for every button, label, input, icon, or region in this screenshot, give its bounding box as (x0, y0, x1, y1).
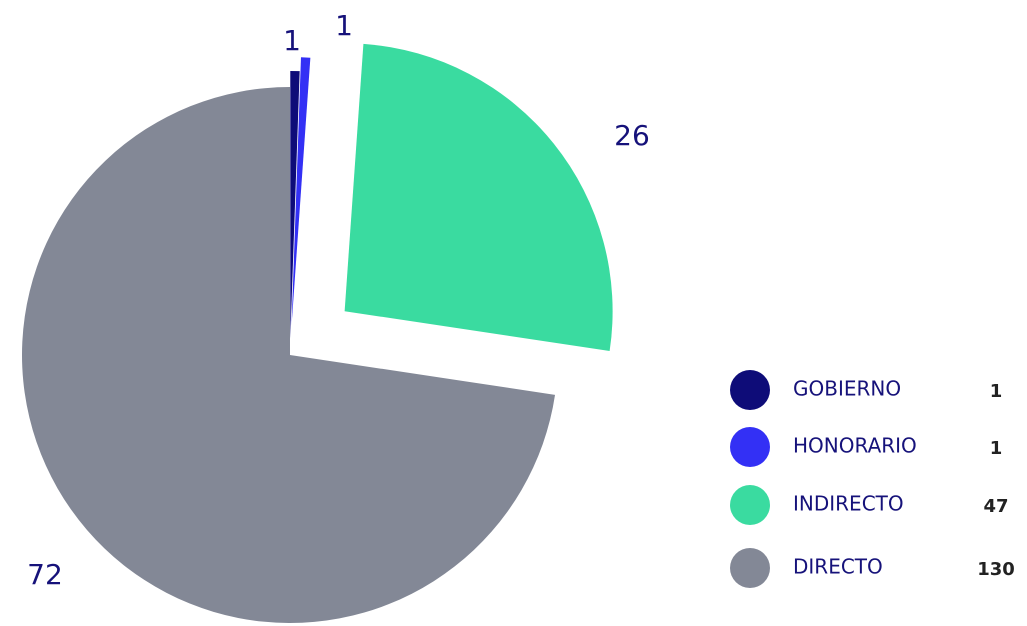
legend-value: 1 (990, 381, 1003, 402)
legend-label: HONORARIO (793, 434, 917, 458)
slice-label: 1 (335, 9, 353, 42)
legend-label: DIRECTO (793, 555, 883, 579)
slice-label: 72 (27, 558, 63, 591)
pie-slice (344, 43, 613, 352)
pie-slice (290, 71, 300, 340)
legend-value: 130 (977, 559, 1015, 580)
legend-swatch (730, 548, 770, 588)
slice-label: 26 (614, 119, 650, 152)
pie-slice (291, 57, 311, 326)
percent-label: 1 (335, 9, 353, 42)
legend-swatch (730, 427, 770, 467)
legend-label: INDIRECTO (793, 492, 904, 516)
legend-value: 1 (990, 438, 1003, 459)
percent-label: 72 (27, 558, 63, 591)
percent-label: 1 (283, 24, 301, 57)
slice-label: 1 (283, 24, 301, 57)
legend-value: 47 (983, 496, 1008, 517)
legend-label: GOBIERNO (793, 377, 901, 401)
legend-swatch (730, 370, 770, 410)
percent-label: 26 (614, 119, 650, 152)
pie-slice (21, 87, 556, 624)
legend-swatch (730, 485, 770, 525)
